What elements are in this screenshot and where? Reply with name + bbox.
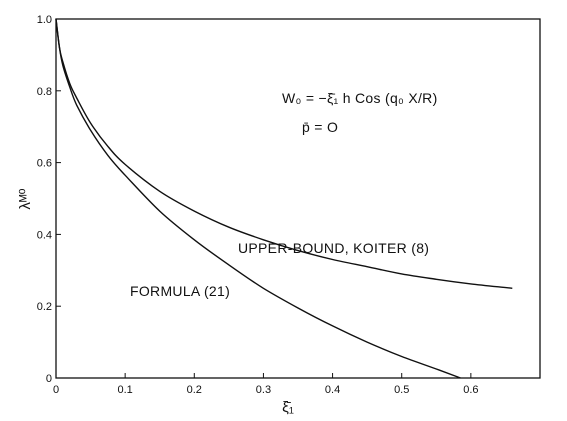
tick-labels-group: 0 0.1 0.2 0.3 0.4 0.5 0.6 0 0.2 0.4 0.6 0.8 1.0 (37, 14, 479, 396)
y-tick-label: 1.0 (37, 14, 52, 26)
formula-21-curve (55, 18, 461, 379)
x-tick-label: 0.2 (187, 384, 202, 396)
y-tick-label: 0.6 (37, 158, 52, 170)
y-tick-label: 0.2 (37, 301, 52, 313)
y-tick-label: 0.4 (37, 229, 52, 241)
equation-annotation: W₀ = −ξ̄₁ h Cos (q₀ X/R) (282, 90, 438, 106)
series-label-formula: FORMULA (21) (130, 283, 230, 299)
upper-bound-koiter-curve (55, 18, 513, 289)
curves-group (55, 18, 513, 379)
x-tick-label: 0.1 (117, 384, 132, 396)
plot-frame (55, 18, 541, 379)
ticks-group (55, 18, 472, 379)
y-tick-label: 0.8 (37, 86, 52, 98)
x-axis-label: ξ̄₁ (282, 399, 294, 416)
x-tick-label: 0 (53, 384, 59, 396)
x-tick-label: 0.5 (394, 384, 409, 396)
condition-annotation: p̄ = O (302, 119, 338, 135)
series-label-upper-bound: UPPER-BOUND, KOITER (8) (238, 240, 429, 256)
x-tick-label: 0.4 (325, 384, 340, 396)
x-tick-label: 0.6 (463, 384, 478, 396)
y-axis-label: λᴹ⁰ (17, 188, 34, 209)
x-tick-label: 0.3 (256, 384, 271, 396)
y-tick-label: 0 (46, 373, 52, 385)
